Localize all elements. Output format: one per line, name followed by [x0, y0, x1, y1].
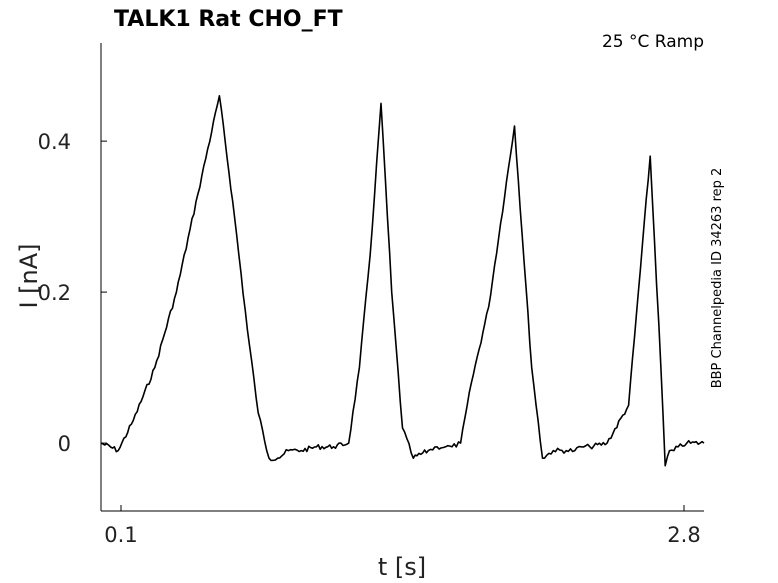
x-tick-label: 0.1 — [104, 523, 137, 547]
x-ticks: 0.1 2.8 — [104, 505, 701, 547]
x-tick-label: 2.8 — [667, 523, 700, 547]
current-trace — [100, 95, 705, 467]
x-axis-label: t [s] — [378, 553, 426, 581]
y-tick-label: 0 — [58, 432, 71, 456]
condition-label: 25 °C Ramp — [602, 32, 704, 52]
chart-title: TALK1 Rat CHO_FT — [114, 7, 343, 32]
y-ticks: 0 0.2 0.4 — [38, 130, 107, 456]
y-tick-label: 0.4 — [38, 130, 71, 154]
source-id-label: BBP Channelpedia ID 34263 rep 2 — [710, 168, 725, 389]
y-tick-label: 0.2 — [38, 281, 71, 305]
y-axis-label: I [nA] — [15, 243, 43, 308]
